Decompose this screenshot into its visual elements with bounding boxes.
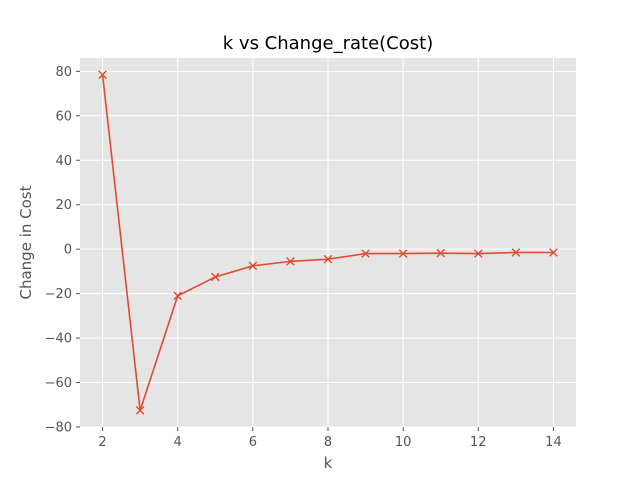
y-tick-label: −80	[45, 421, 72, 436]
x-axis-ticks: 2 4 6 8 10 12 14	[98, 427, 562, 450]
y-tick-label: −60	[45, 376, 72, 391]
x-tick-label: 12	[470, 435, 487, 450]
data-point-marker	[361, 249, 370, 258]
data-point-marker	[173, 291, 182, 301]
data-point-marker	[210, 272, 220, 282]
data-point-marker	[323, 254, 333, 264]
x-tick-label: 6	[249, 435, 257, 450]
x-tick-label: 14	[545, 435, 562, 450]
chart-title: k vs Change_rate(Cost)	[223, 33, 433, 54]
y-tick-label: 40	[55, 154, 72, 169]
x-tick-label: 10	[395, 435, 412, 450]
x-axis-label: k	[324, 454, 333, 472]
y-axis-ticks: −80 −60 −40 −20 0 20 40 60 80	[45, 65, 80, 436]
y-tick-label: 20	[55, 198, 72, 213]
x-tick-label: 2	[98, 435, 106, 450]
x-tick-label: 8	[324, 435, 332, 450]
y-tick-label: 60	[55, 109, 72, 124]
data-point-marker	[436, 248, 446, 258]
data-point-marker	[286, 257, 295, 266]
data-point-marker	[549, 248, 558, 257]
data-point-marker	[398, 249, 408, 258]
y-axis-label: Change in Cost	[17, 185, 35, 299]
data-point-marker	[474, 249, 483, 258]
data-point-marker	[248, 261, 258, 271]
y-tick-label: 80	[55, 65, 72, 80]
y-tick-label: −20	[45, 287, 72, 302]
series	[98, 70, 558, 415]
x-tick-label: 4	[174, 435, 182, 450]
data-point-marker	[511, 248, 521, 257]
y-tick-label: 0	[64, 243, 72, 258]
data-point-marker	[135, 406, 145, 415]
grid	[80, 58, 576, 428]
data-point-marker	[98, 70, 107, 79]
y-tick-label: −40	[45, 332, 72, 347]
